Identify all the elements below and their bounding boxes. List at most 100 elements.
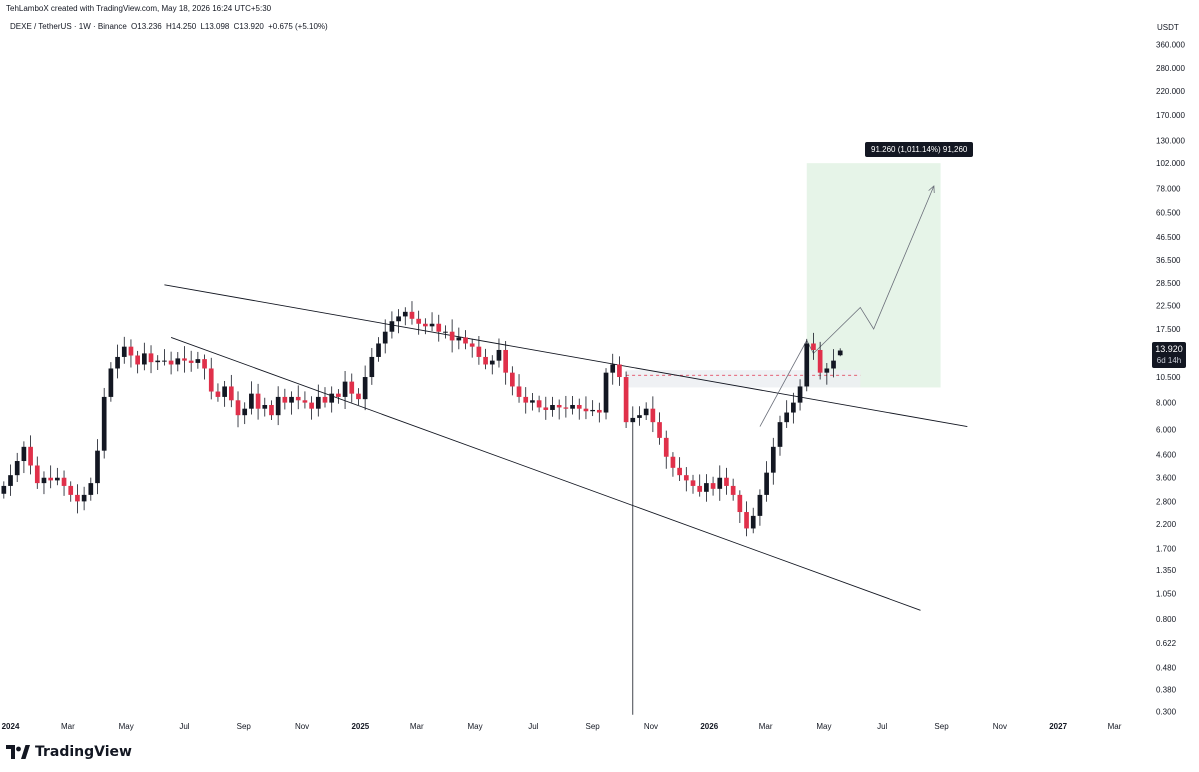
candle: [215, 383, 221, 402]
candle: [416, 310, 422, 335]
tradingview-logo[interactable]: TradingView: [6, 744, 132, 760]
candle-body: [369, 356, 375, 378]
candle: [543, 396, 549, 420]
candle: [101, 387, 107, 459]
candle: [135, 350, 140, 374]
candle-body: [429, 323, 435, 327]
candle-body: [764, 472, 769, 495]
current-price-value: 13.920: [1155, 344, 1183, 354]
candle: [483, 348, 488, 370]
candle: [663, 430, 669, 469]
candle-body: [556, 405, 562, 408]
candle-body: [817, 349, 823, 373]
candle-body: [489, 360, 495, 365]
ohlc-change: +0.675 (+5.10%): [268, 22, 328, 31]
candle-body: [510, 372, 515, 387]
candle: [704, 474, 709, 502]
candle: [8, 464, 13, 496]
candle: [115, 344, 120, 379]
candle: [429, 312, 435, 332]
candle-body: [289, 396, 294, 403]
candle-body: [690, 480, 696, 486]
candle: [530, 393, 535, 411]
candle-body: [496, 349, 502, 361]
candle: [710, 476, 716, 496]
candle: [95, 439, 100, 495]
candle-body: [396, 316, 401, 322]
candle: [750, 507, 756, 534]
candle-body: [269, 405, 274, 416]
candle: [744, 501, 749, 537]
x-tick-label: Jul: [528, 722, 538, 731]
candle-body: [563, 407, 569, 409]
candle-body: [590, 409, 595, 412]
candle: [121, 336, 127, 364]
candle: [476, 336, 482, 365]
candle-body: [135, 355, 140, 365]
candle-body: [697, 485, 703, 492]
candle: [683, 467, 689, 492]
candle: [770, 437, 776, 485]
tradingview-logo-icon: [6, 745, 30, 759]
candle: [677, 457, 682, 481]
candle-body: [750, 515, 756, 529]
candle: [576, 398, 582, 420]
candle: [1, 481, 7, 499]
candle-body: [8, 475, 13, 486]
candle-body: [784, 412, 790, 423]
candle: [55, 467, 60, 486]
symbol-name[interactable]: DEXE / TetherUS · 1W · Binance: [10, 22, 127, 31]
candle-body: [483, 356, 488, 365]
candle-body: [677, 467, 682, 476]
candle-body: [630, 417, 636, 423]
candle: [730, 478, 736, 501]
candle-body: [235, 400, 241, 416]
candle-body: [188, 360, 194, 363]
candle: [764, 461, 769, 502]
candle-body: [309, 402, 314, 409]
candle: [322, 387, 328, 408]
candle: [489, 355, 495, 375]
candle: [784, 400, 790, 428]
range-zone: [626, 370, 861, 388]
candle: [75, 484, 80, 514]
y-tick-label: 10.500: [1156, 373, 1181, 382]
candle: [255, 383, 261, 420]
candle: [596, 402, 602, 423]
candle: [409, 301, 415, 325]
candle-body: [596, 409, 602, 413]
ohlc-close: C13.920: [233, 22, 264, 31]
y-tick-label: 2.800: [1156, 497, 1177, 506]
x-tick-label: Sep: [237, 722, 252, 731]
y-tick-label: 1.700: [1156, 544, 1177, 553]
candle-body: [449, 331, 455, 341]
candle: [108, 362, 114, 402]
x-tick-label: 2025: [351, 722, 369, 731]
candle-body: [215, 391, 221, 397]
candle: [249, 381, 254, 415]
y-tick-label: 0.380: [1156, 685, 1177, 694]
candle: [603, 368, 609, 420]
candle: [496, 338, 502, 368]
candle: [623, 371, 629, 428]
candle: [34, 456, 40, 489]
candle: [837, 348, 843, 357]
candle: [295, 385, 301, 410]
candle-body: [195, 359, 201, 363]
candle-body: [182, 358, 187, 361]
candle-body: [48, 477, 54, 481]
candle-body: [623, 377, 629, 423]
candle-body: [228, 386, 234, 401]
candle-body: [663, 437, 669, 457]
candle: [670, 452, 676, 477]
candle: [269, 400, 274, 421]
x-tick-label: Nov: [295, 722, 309, 731]
candle: [449, 319, 455, 353]
projection-arrowhead: [928, 185, 935, 194]
symbol-legend: DEXE / TetherUS · 1W · Binance O13.236 H…: [10, 22, 330, 31]
candle-body: [530, 400, 535, 403]
candle: [309, 396, 314, 420]
y-tick-label: 280.000: [1156, 64, 1185, 73]
candle-body: [737, 494, 743, 513]
